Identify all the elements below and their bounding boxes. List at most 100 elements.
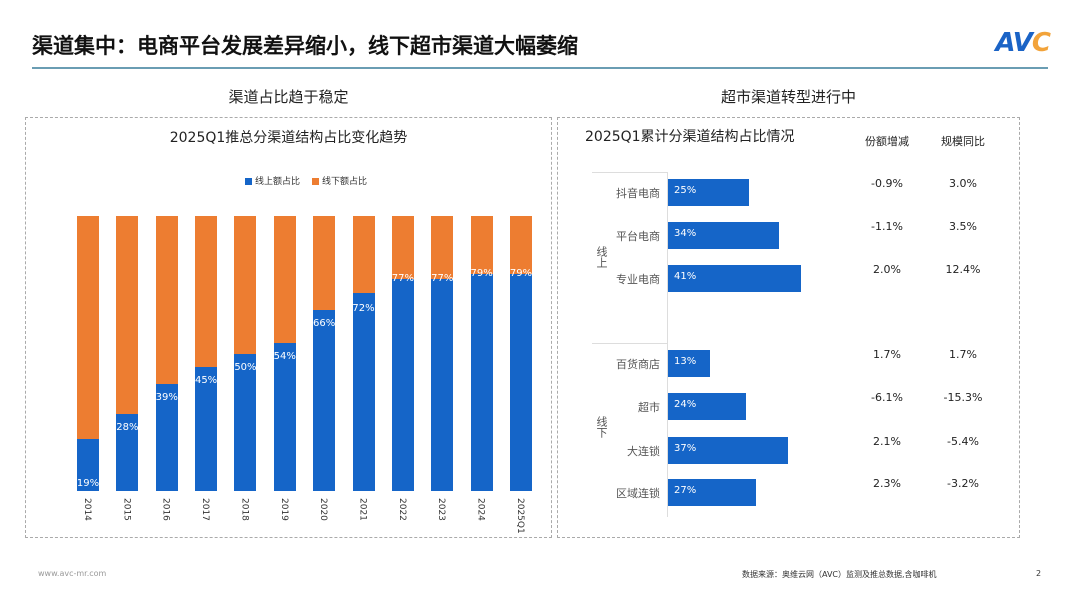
share-change-value: 2.1% bbox=[873, 435, 901, 448]
axis-line bbox=[667, 172, 668, 517]
page-title: 渠道集中：电商平台发展差异缩小，线下超市渠道大幅萎缩 bbox=[32, 34, 578, 58]
data-label: 72% bbox=[352, 303, 375, 314]
x-tick-label: 2025Q1 bbox=[514, 498, 525, 534]
bar-offline bbox=[155, 216, 178, 384]
data-label: 54% bbox=[273, 350, 296, 362]
x-tick-label: 2016 bbox=[160, 498, 171, 521]
bar-online bbox=[234, 353, 257, 491]
bar-offline bbox=[273, 216, 296, 343]
category-label: 区域连锁 bbox=[616, 487, 660, 500]
data-label: 28% bbox=[116, 422, 139, 433]
column-header-yoy: 规模同比 bbox=[941, 135, 985, 148]
legend-online: 线上额占比 bbox=[245, 174, 300, 187]
yoy-value: -15.3% bbox=[943, 391, 983, 404]
x-tick-label: 2023 bbox=[436, 498, 447, 521]
right-panel bbox=[557, 117, 1020, 538]
bar-offline bbox=[77, 216, 99, 439]
bar-online bbox=[313, 309, 336, 491]
category-label: 平台电商 bbox=[616, 230, 660, 243]
data-label: 66% bbox=[313, 317, 336, 329]
legend-offline: 线下额占比 bbox=[312, 174, 367, 187]
data-label: 19% bbox=[76, 478, 100, 489]
yoy-value: -5.4% bbox=[947, 435, 979, 448]
data-label: 79% bbox=[509, 267, 533, 279]
right-section-title: 超市渠道转型进行中 bbox=[720, 88, 856, 106]
group-label: 线上 bbox=[595, 246, 608, 268]
bar-online bbox=[509, 273, 532, 491]
footer-source: 数据来源：奥维云网（AVC）监测及推总数据,含咖啡机 bbox=[742, 570, 937, 579]
share-change-value: -0.9% bbox=[871, 177, 903, 190]
data-label: 77% bbox=[431, 273, 454, 285]
bar-online bbox=[77, 438, 99, 491]
data-label: 77% bbox=[391, 273, 414, 285]
share-change-value: -6.1% bbox=[871, 391, 903, 404]
data-label: 24% bbox=[674, 399, 697, 410]
share-change-value: -1.1% bbox=[871, 220, 903, 233]
data-label: 39% bbox=[155, 391, 178, 403]
avc-logo: AVC bbox=[995, 28, 1051, 58]
bar-online bbox=[352, 293, 375, 491]
column-header-share-change: 份额增减 bbox=[865, 135, 909, 148]
x-tick-label: 2022 bbox=[396, 498, 407, 521]
bar-online bbox=[391, 279, 414, 491]
group-divider bbox=[592, 172, 667, 173]
group-divider bbox=[592, 343, 667, 344]
bar-offline bbox=[352, 216, 375, 293]
bar-offline bbox=[391, 216, 414, 280]
bar-offline bbox=[431, 216, 454, 280]
data-label: 45% bbox=[194, 375, 218, 387]
yoy-value: 1.7% bbox=[949, 348, 977, 361]
bar-online bbox=[195, 367, 218, 491]
share-change-value: 2.0% bbox=[873, 263, 901, 276]
bar-online bbox=[155, 383, 178, 491]
page-number: 2 bbox=[1036, 569, 1042, 578]
left-section-title: 渠道占比趋于稳定 bbox=[228, 88, 349, 106]
group-label: 线下 bbox=[595, 416, 608, 438]
right-chart-title: 2025Q1累计分渠道结构占比情况 bbox=[585, 129, 795, 145]
yoy-value: 12.4% bbox=[945, 263, 981, 276]
x-tick-label: 2017 bbox=[200, 498, 211, 521]
chart-legend: 线上额占比 线下额占比 bbox=[245, 174, 367, 187]
bar-online bbox=[116, 414, 139, 491]
share-change-value: 1.7% bbox=[873, 348, 901, 361]
x-tick-label: 2020 bbox=[318, 498, 329, 521]
bar bbox=[668, 349, 711, 377]
left-chart-title: 2025Q1推总分渠道结构占比变化趋势 bbox=[169, 130, 408, 146]
bar bbox=[668, 436, 789, 464]
data-label: 34% bbox=[674, 228, 697, 239]
data-label: 27% bbox=[674, 485, 697, 496]
x-tick-label: 2021 bbox=[357, 498, 368, 521]
share-change-value: 2.3% bbox=[873, 477, 901, 490]
x-tick-label: 2018 bbox=[239, 498, 250, 521]
bar-offline bbox=[234, 216, 257, 354]
bar-online bbox=[470, 273, 493, 491]
x-tick-label: 2014 bbox=[82, 498, 92, 521]
bar-offline bbox=[509, 216, 532, 274]
bar bbox=[668, 264, 802, 292]
bar bbox=[668, 221, 779, 249]
header-divider bbox=[32, 67, 1048, 69]
x-tick-label: 2015 bbox=[121, 498, 132, 521]
bar-offline bbox=[313, 216, 336, 310]
data-label: 25% bbox=[674, 185, 697, 196]
bar bbox=[668, 478, 756, 506]
bar bbox=[668, 392, 746, 420]
category-label: 大连锁 bbox=[627, 445, 660, 458]
category-label: 超市 bbox=[638, 401, 660, 414]
footer-website: www.avc-mr.com bbox=[38, 569, 107, 578]
bar-offline bbox=[116, 216, 139, 414]
bar-offline bbox=[195, 216, 218, 368]
yoy-value: -3.2% bbox=[947, 477, 979, 490]
bar-online bbox=[273, 342, 296, 491]
data-label: 50% bbox=[234, 361, 257, 373]
category-label: 专业电商 bbox=[616, 273, 660, 286]
category-label: 抖音电商 bbox=[616, 187, 660, 200]
data-label: 13% bbox=[674, 356, 697, 367]
bar-offline bbox=[470, 216, 493, 274]
yoy-value: 3.0% bbox=[949, 177, 977, 190]
data-label: 41% bbox=[674, 271, 697, 282]
x-tick-label: 2024 bbox=[475, 498, 486, 521]
data-label: 37% bbox=[674, 443, 697, 454]
x-tick-label: 2019 bbox=[278, 498, 289, 521]
left-panel bbox=[25, 117, 552, 538]
